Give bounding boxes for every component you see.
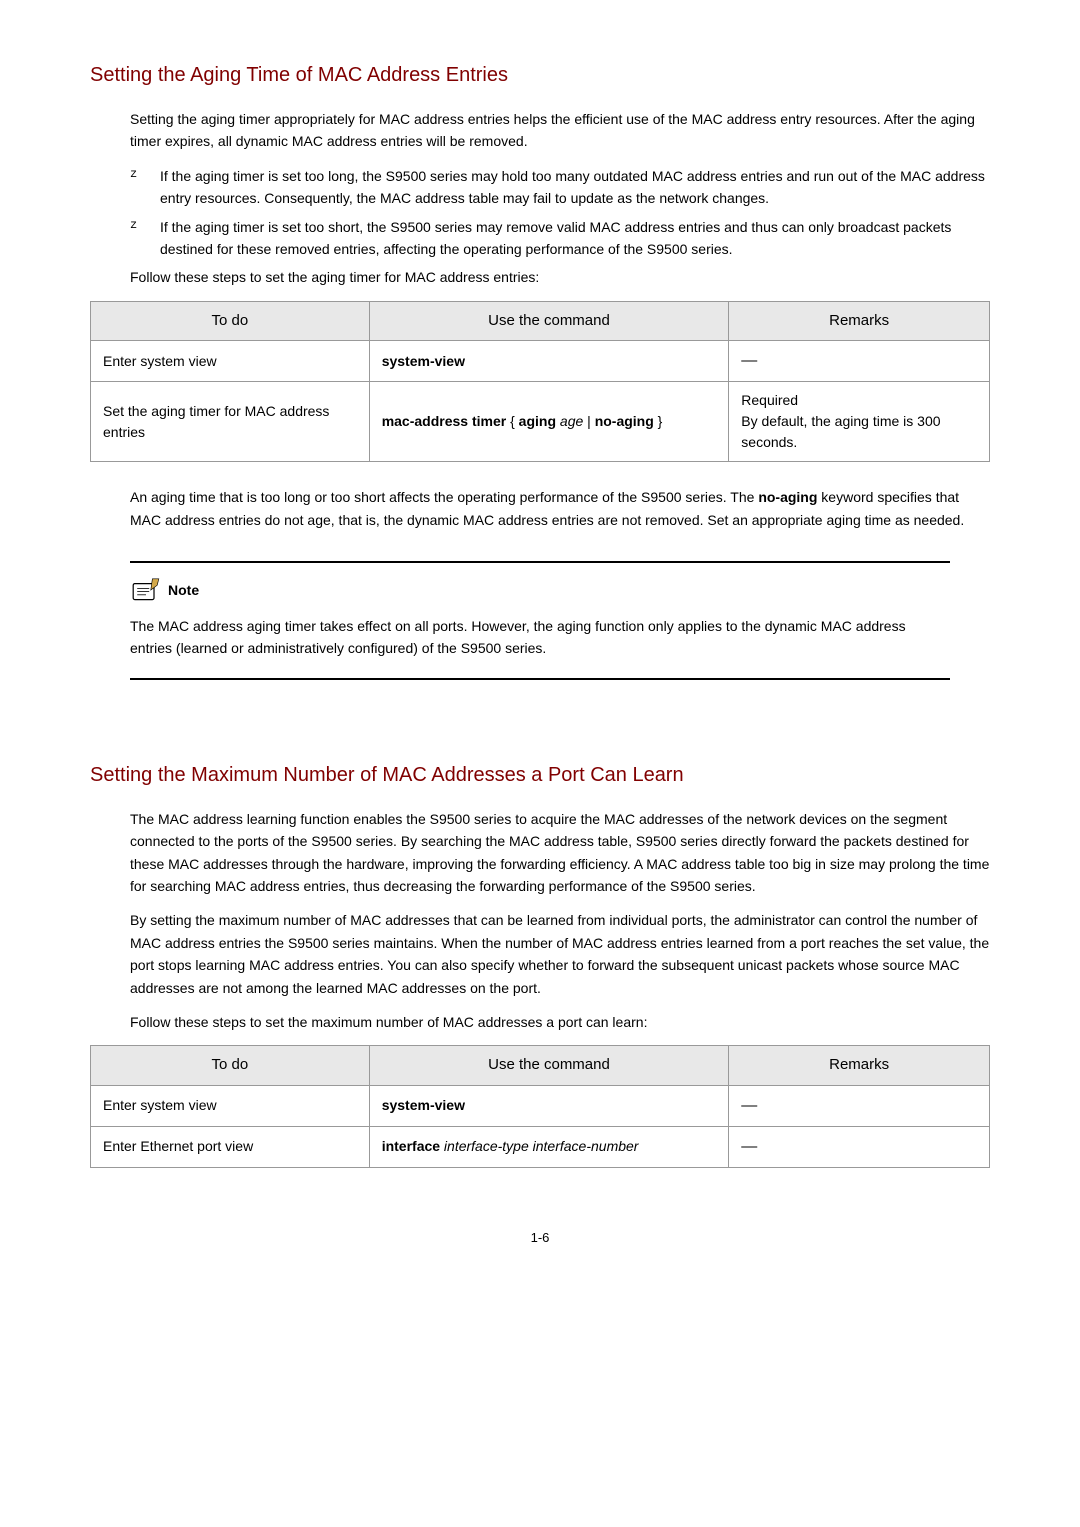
cell-todo: Enter system view [91, 341, 370, 382]
note-icon [130, 577, 162, 603]
table-header-todo: To do [91, 1046, 370, 1086]
bullet-marker: z [130, 165, 160, 183]
section1-intro: Setting the aging timer appropriately fo… [130, 108, 990, 153]
bullet-text: If the aging timer is set too short, the… [160, 216, 990, 261]
note-label: Note [168, 580, 199, 601]
table-row: Enter system view system-view — [91, 341, 990, 382]
table-row: Enter Ethernet port view interface inter… [91, 1126, 990, 1167]
cell-cmd: mac-address timer { aging age | no-aging… [369, 382, 729, 462]
table-row: Set the aging timer for MAC address entr… [91, 382, 990, 462]
section1-heading: Setting the Aging Time of MAC Address En… [90, 60, 990, 90]
cell-todo: Enter system view [91, 1085, 370, 1126]
aging-command-table: To do Use the command Remarks Enter syst… [90, 301, 990, 463]
table-header-rem: Remarks [729, 1046, 990, 1086]
section1-follow: Follow these steps to set the aging time… [130, 266, 990, 288]
cell-cmd: system-view [369, 1085, 729, 1126]
cell-rem: Required By default, the aging time is 3… [729, 382, 990, 462]
cell-rem: — [729, 341, 990, 382]
cell-cmd: interface interface-type interface-numbe… [369, 1126, 729, 1167]
cell-rem: — [729, 1126, 990, 1167]
section2-heading: Setting the Maximum Number of MAC Addres… [90, 760, 990, 790]
cell-todo: Set the aging timer for MAC address entr… [91, 382, 370, 462]
note-header: Note [130, 577, 950, 603]
cell-cmd: system-view [369, 341, 729, 382]
bullet-text: If the aging timer is set too long, the … [160, 165, 990, 210]
section2-para1: The MAC address learning function enable… [130, 808, 990, 898]
page-number: 1-6 [90, 1228, 990, 1248]
table-header-cmd: Use the command [369, 1046, 729, 1086]
table-header-cmd: Use the command [369, 301, 729, 341]
table-row: Enter system view system-view — [91, 1085, 990, 1126]
aging-note-sentence: An aging time that is too long or too sh… [130, 486, 990, 531]
note-block: Note The MAC address aging timer takes e… [130, 561, 950, 680]
bullet-item: z If the aging timer is set too long, th… [130, 165, 990, 210]
maxmac-command-table: To do Use the command Remarks Enter syst… [90, 1045, 990, 1168]
table-header-todo: To do [91, 301, 370, 341]
bullet-marker: z [130, 216, 160, 234]
cell-rem: — [729, 1085, 990, 1126]
table-header-rem: Remarks [729, 301, 990, 341]
bullet-item: z If the aging timer is set too short, t… [130, 216, 990, 261]
section2-follow: Follow these steps to set the maximum nu… [130, 1011, 990, 1033]
cell-todo: Enter Ethernet port view [91, 1126, 370, 1167]
note-body: The MAC address aging timer takes effect… [130, 615, 950, 660]
section2-para2: By setting the maximum number of MAC add… [130, 909, 990, 999]
